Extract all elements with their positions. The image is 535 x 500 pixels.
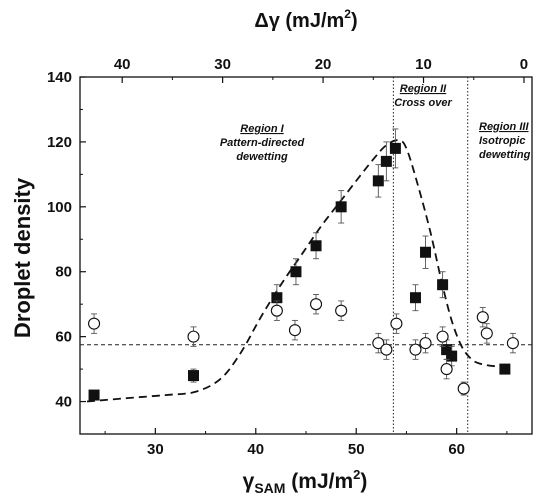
top-axis-title-sup: 2 [344, 7, 351, 21]
region-1-annotation: Region I Pattern-directed dewetting [220, 123, 305, 163]
data-point-square-10 [409, 292, 421, 304]
data-point-circle-15 [476, 311, 489, 324]
data-point-circle-13 [440, 363, 453, 376]
x-axis-title-unit: (mJ/m [285, 470, 353, 493]
data-point-square-5 [310, 240, 322, 252]
region-1-desc-line-1: Pattern-directed [220, 137, 305, 149]
y-tick-label-120: 120 [47, 134, 72, 151]
data-point-square-8 [380, 155, 392, 167]
region-2-title: Region II [400, 83, 447, 95]
data-point-square-2 [188, 370, 200, 382]
top-axis-title-close: ) [351, 10, 358, 32]
region-3-title: Region III [479, 121, 529, 133]
data-point-circle-16 [480, 327, 493, 340]
data-point-circle-9 [390, 317, 403, 330]
region-3-desc-line-1: Isotropic [479, 135, 525, 147]
x-tick-label-50: 50 [348, 441, 365, 458]
data-point-square-7 [372, 175, 384, 187]
top-tick-label-20: 20 [315, 56, 332, 73]
y-tick-label-140: 140 [47, 69, 72, 86]
top-tick-label-40: 40 [114, 56, 131, 73]
data-point-square-14 [446, 350, 458, 362]
data-point-circle-17 [506, 337, 519, 350]
x-axis-title-close: ) [360, 470, 367, 493]
data-point-square-4 [290, 266, 302, 278]
region-1-title: Region I [240, 123, 284, 135]
y-tick-label-40: 40 [55, 394, 72, 411]
x-axis-title-main: γ [243, 470, 255, 493]
top-axis-title-main: Δγ (mJ/m [254, 10, 344, 32]
data-point-square-12 [437, 279, 449, 291]
data-point-circle-7 [372, 337, 385, 350]
data-point-circle-4 [288, 324, 302, 337]
data-point-square-1 [88, 389, 100, 401]
top-tick-label-0: 0 [520, 56, 528, 73]
data-marks [88, 128, 519, 401]
plot-area [79, 76, 533, 435]
x-tick-label-30: 30 [147, 441, 164, 458]
fit-curve-group [86, 139, 513, 403]
data-point-circle-12 [436, 330, 449, 343]
y-axis-title: Droplet density [10, 177, 35, 338]
y-tick-label-60: 60 [55, 329, 72, 346]
x-axis-title-sup: 2 [353, 467, 360, 482]
top-tick-label-10: 10 [415, 56, 432, 73]
x-tick-label-60: 60 [448, 441, 465, 458]
y-tick-label-100: 100 [47, 199, 72, 216]
data-point-circle-8 [380, 343, 393, 356]
region-3-annotation: Region III Isotropic dewetting [479, 121, 531, 161]
region-1-desc-line-2: dewetting [236, 151, 288, 163]
data-point-circle-11 [419, 337, 432, 350]
guide-lines [80, 77, 532, 434]
data-point-square-6 [335, 201, 347, 213]
x-axis-title: γSAM (mJ/m2) [243, 467, 368, 496]
plot-frame-group [79, 76, 533, 435]
data-point-circle-10 [409, 343, 422, 356]
data-point-circle-5 [309, 298, 323, 311]
top-tick-label-30: 30 [214, 56, 231, 73]
x-tick-label-40: 40 [247, 441, 264, 458]
data-point-square-15 [499, 363, 511, 375]
data-point-circle-1 [88, 317, 101, 330]
data-point-square-11 [420, 246, 432, 258]
data-point-square-3 [271, 292, 283, 304]
x-axis-title-sub: SAM [254, 480, 285, 496]
data-point-circle-6 [335, 304, 348, 317]
data-point-square-13 [441, 344, 453, 356]
data-point-square-9 [389, 142, 401, 154]
data-point-circle-14 [457, 382, 470, 395]
region-2-desc-line-1: Cross over [394, 97, 452, 109]
data-point-circle-3 [270, 304, 283, 317]
data-point-circle-2 [187, 330, 200, 343]
top-axis-title: Δγ (mJ/m2) [254, 7, 357, 32]
region-2-annotation: Region II Cross over [394, 83, 452, 109]
region-3-desc-line-2: dewetting [479, 149, 531, 161]
fit-curve [86, 139, 513, 403]
y-tick-label-80: 80 [55, 264, 72, 281]
